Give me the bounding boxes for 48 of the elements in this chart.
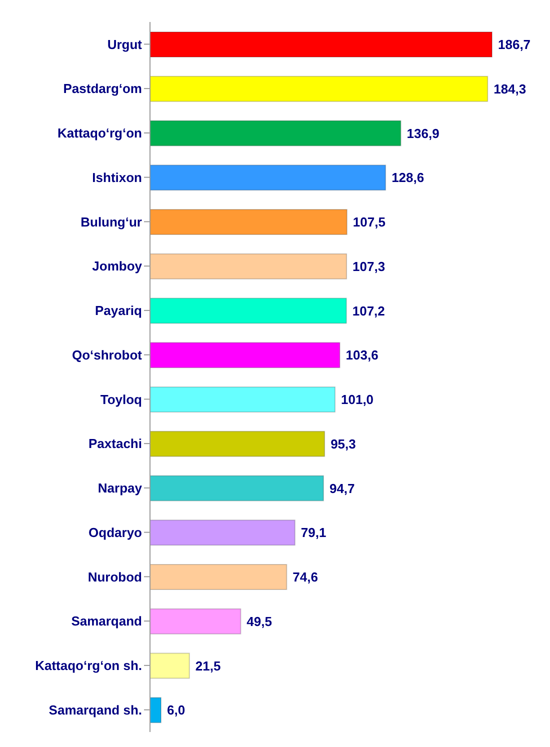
bar [150, 298, 347, 324]
data-label: 49,5 [246, 614, 272, 629]
data-label: 6,0 [166, 702, 186, 718]
y-tick-label: Samarqand sh. [48, 702, 142, 718]
y-tick-label: Pastdarg‘om [63, 81, 142, 96]
y-tick-label: Ishtixon [92, 170, 142, 185]
y-tick-label: Nurobod [88, 569, 142, 584]
data-label: 79,1 [300, 525, 326, 540]
y-tick-label: Paxtachi [88, 436, 142, 452]
y-tick-label: Bulung‘ur [80, 214, 142, 230]
y-tick-label: Jomboy [92, 258, 143, 274]
bar [150, 386, 336, 412]
data-label: 107,2 [352, 303, 385, 318]
data-label: 107,3 [352, 258, 386, 274]
y-tick-label: Payariq [95, 303, 142, 318]
bar [150, 120, 402, 146]
bar [150, 652, 190, 679]
y-tick-label: Samarqand [71, 614, 142, 629]
y-tick-label: Kattaqo‘rg‘on sh. [35, 658, 142, 674]
bar [150, 520, 296, 546]
bar [150, 430, 326, 457]
bar [150, 475, 324, 502]
bar [150, 164, 386, 191]
bar [150, 76, 488, 102]
data-label: 107,5 [352, 214, 386, 230]
y-tick-label: Kattaqo‘rg‘on [58, 126, 142, 141]
y-tick-label: Narpay [98, 480, 143, 496]
bar [150, 32, 492, 58]
data-label: 21,5 [195, 658, 221, 674]
bar [150, 253, 348, 280]
y-tick-label: Toyloq [100, 392, 142, 407]
y-tick-label: Urgut [107, 36, 143, 52]
bar [150, 564, 288, 590]
data-label: 103,6 [346, 348, 378, 363]
y-tick-label: Oqdaryo [88, 524, 142, 540]
bar [150, 342, 340, 368]
data-label: 136,9 [406, 126, 440, 141]
data-label: 74,6 [292, 570, 318, 585]
data-label: 94,7 [329, 480, 355, 496]
data-label: 95,3 [330, 436, 356, 452]
bar [150, 697, 162, 724]
y-tick-label: Qo‘shrobot [72, 347, 143, 362]
data-label: 184,3 [494, 81, 526, 96]
data-label: 186,7 [498, 37, 531, 52]
data-label: 101,0 [341, 392, 374, 408]
bar [150, 608, 242, 634]
data-label: 128,6 [392, 170, 424, 186]
bar [150, 209, 348, 235]
